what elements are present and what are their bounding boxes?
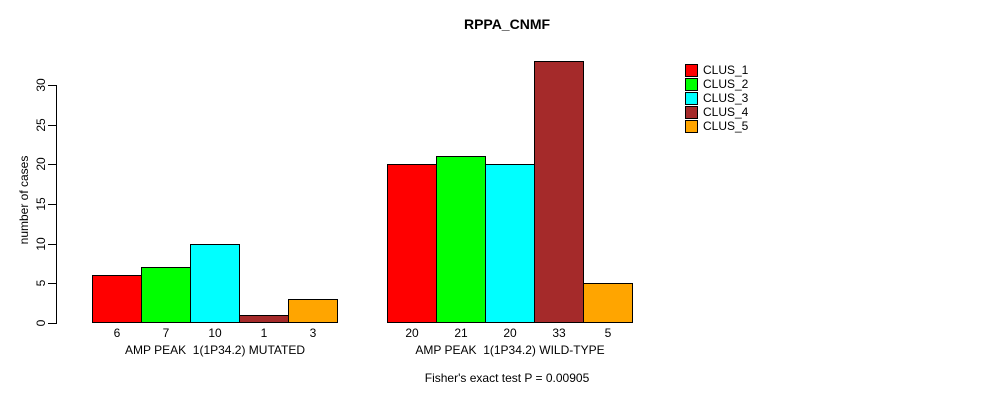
group-label-1: AMP PEAK 1(1P34.2) MUTATED <box>124 343 306 357</box>
legend-item-clus-1: CLUS_1 <box>685 64 748 77</box>
legend-swatch-clus-1 <box>685 64 698 77</box>
bar-clus-4-group1 <box>239 315 289 323</box>
bar-value-label-clus-4-group2: 33 <box>552 326 566 340</box>
legend-item-clus-5: CLUS_5 <box>685 120 748 133</box>
legend-swatch-clus-3 <box>685 92 698 105</box>
bar-value-label-clus-2-group1: 7 <box>162 326 170 340</box>
bar-clus-2-group2 <box>436 156 486 323</box>
bar-value-label-clus-3-group2: 20 <box>503 326 517 340</box>
bar-clus-5-group2 <box>583 283 633 323</box>
y-tick-30 <box>48 85 56 86</box>
y-tick-label-5: 5 <box>34 279 48 287</box>
legend-swatch-clus-5 <box>685 120 698 133</box>
legend-label-clus-5: CLUS_5 <box>703 119 749 133</box>
bar-value-label-clus-4-group1: 1 <box>260 326 268 340</box>
legend-item-clus-4: CLUS_4 <box>685 106 748 119</box>
bar-value-label-clus-3-group1: 10 <box>208 326 222 340</box>
bar-clus-3-group2 <box>485 164 535 323</box>
bar-clus-3-group1 <box>190 243 240 323</box>
legend-label-clus-2: CLUS_2 <box>703 77 749 91</box>
y-tick-label-10: 10 <box>34 236 48 251</box>
y-tick-20 <box>48 164 56 166</box>
y-axis-label: number of cases <box>17 155 31 245</box>
bar-value-label-clus-2-group2: 21 <box>454 326 468 340</box>
y-axis-line <box>56 85 57 324</box>
legend-item-clus-3: CLUS_3 <box>685 92 748 105</box>
legend-label-clus-1: CLUS_1 <box>703 63 749 77</box>
y-tick-label-20: 20 <box>34 157 48 172</box>
legend: CLUS_1 CLUS_2 CLUS_3 CLUS_4 CLUS_5 <box>685 64 748 133</box>
y-tick-label-25: 25 <box>34 117 48 132</box>
legend-swatch-clus-2 <box>685 78 698 91</box>
bar-clus-4-group2 <box>534 61 584 323</box>
bar-value-label-clus-5-group1: 3 <box>309 326 317 340</box>
y-tick-0 <box>48 323 56 324</box>
legend-label-clus-3: CLUS_3 <box>703 91 749 105</box>
y-tick-label-30: 30 <box>34 78 48 92</box>
y-tick-25 <box>48 124 56 126</box>
chart-title: RPPA_CNMF <box>463 16 551 32</box>
bar-clus-1-group1 <box>92 275 142 323</box>
legend-item-clus-2: CLUS_2 <box>685 78 748 91</box>
bar-value-label-clus-1-group1: 6 <box>113 326 121 340</box>
bar-value-label-clus-5-group2: 5 <box>604 326 612 340</box>
bar-value-label-clus-1-group2: 20 <box>405 326 419 340</box>
group-label-2: AMP PEAK 1(1P34.2) WILD-TYPE <box>415 343 605 357</box>
bar-clus-5-group1 <box>288 299 338 323</box>
y-tick-10 <box>48 243 56 245</box>
bar-clus-2-group1 <box>141 267 191 323</box>
bar-clus-1-group2 <box>387 164 437 323</box>
y-tick-15 <box>48 204 56 205</box>
fisher-test-annotation: Fisher's exact test P = 0.00905 <box>424 371 590 385</box>
legend-swatch-clus-4 <box>685 106 698 119</box>
y-tick-label-15: 15 <box>34 197 48 211</box>
y-tick-5 <box>48 283 56 285</box>
legend-label-clus-4: CLUS_4 <box>703 105 749 119</box>
y-tick-label-0: 0 <box>34 319 48 327</box>
